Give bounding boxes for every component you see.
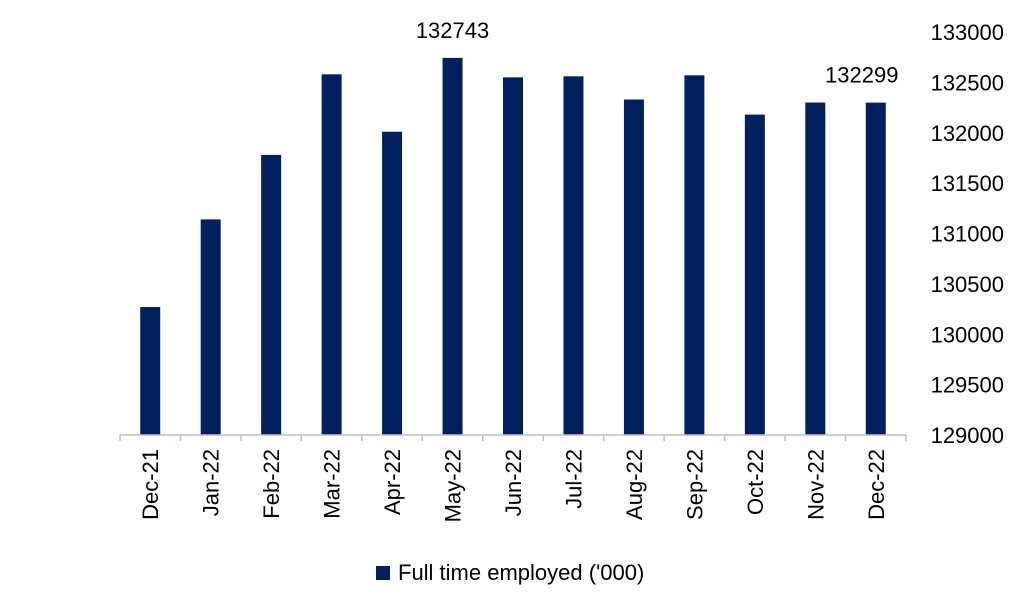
legend-swatch: [376, 566, 390, 580]
bar-dec-21: [140, 307, 161, 435]
bar-jan-22: [200, 219, 221, 435]
y-tick-label: 131000: [931, 222, 1004, 247]
bars-group: [140, 57, 886, 436]
x-tick-label: Dec-21: [138, 449, 163, 520]
bar-feb-22: [261, 154, 282, 436]
x-tick-label: Mar-22: [320, 449, 345, 519]
y-tick-label: 130500: [931, 272, 1004, 297]
y-axis-labels: 129000 129500 130000 130500 131000 131500 1320…: [931, 20, 1004, 448]
x-tick-label: May-22: [441, 449, 466, 522]
x-tick-label: Feb-22: [259, 449, 284, 519]
legend: Full time employed ('000): [376, 560, 644, 585]
y-tick-label: 129000: [931, 423, 1004, 448]
y-tick-label: 129500: [931, 373, 1004, 398]
bar-jun-22: [503, 77, 523, 436]
x-axis-ticks: [119, 435, 907, 441]
y-tick-label: 130000: [931, 322, 1004, 347]
bar-mar-22: [321, 74, 342, 435]
bar-nov-22: [805, 102, 826, 436]
data-labels-group: 132743 132299: [416, 18, 899, 88]
legend-label: Full time employed ('000): [398, 560, 644, 585]
bar-jul-22: [563, 76, 584, 435]
y-tick-label: 132500: [931, 70, 1004, 95]
bar-oct-22: [744, 114, 765, 436]
x-tick-label: Sep-22: [682, 449, 707, 520]
x-tick-label: Aug-22: [622, 449, 647, 520]
y-tick-label: 132000: [931, 121, 1004, 146]
x-tick-label: Jun-22: [501, 449, 526, 516]
x-tick-label: Jan-22: [199, 449, 224, 516]
x-tick-label: Dec-22: [864, 449, 889, 520]
bar-aug-22: [623, 99, 644, 435]
y-tick-label: 131500: [931, 171, 1004, 196]
bar-dec-22: [865, 102, 886, 436]
y-tick-label: 133000: [931, 20, 1004, 45]
x-tick-label: Apr-22: [380, 449, 405, 515]
data-label-dec-22: 132299: [825, 63, 898, 88]
bar-apr-22: [382, 131, 403, 435]
x-axis-labels: Dec-21 Jan-22 Feb-22 Mar-22 Apr-22 May-22 Jun-…: [138, 449, 889, 522]
x-tick-label: Nov-22: [803, 449, 828, 520]
x-tick-label: Oct-22: [743, 449, 768, 515]
data-label-may-22: 132743: [416, 18, 489, 43]
bar-may-22: [442, 57, 463, 435]
bar-sep-22: [684, 75, 705, 435]
x-tick-label: Jul-22: [561, 449, 586, 509]
